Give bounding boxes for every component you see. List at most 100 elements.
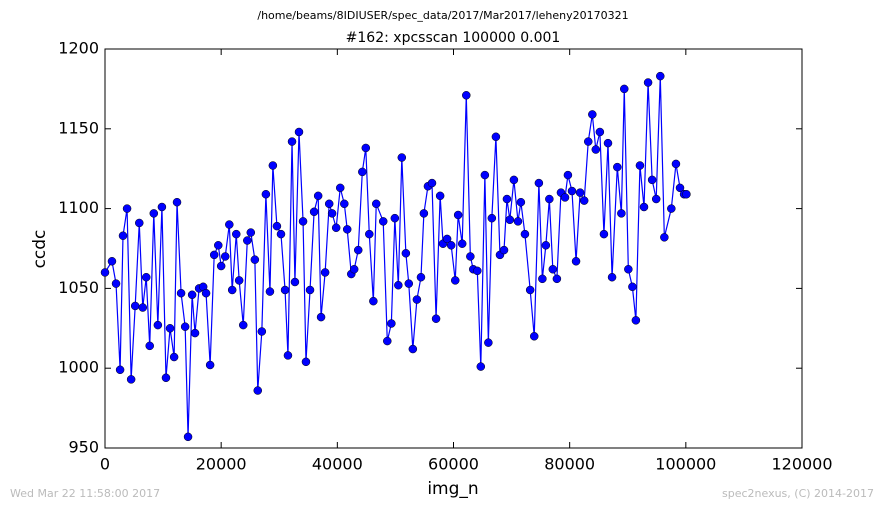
- y-tick-label: 1000: [58, 358, 99, 377]
- data-point: [462, 91, 471, 100]
- data-point: [620, 84, 629, 94]
- data-point: [225, 220, 234, 229]
- data-point: [675, 183, 685, 193]
- data-point: [502, 194, 512, 204]
- data-point: [234, 276, 244, 285]
- data-point: [595, 127, 605, 137]
- data-point: [624, 264, 633, 274]
- y-axis-label: ccdc: [30, 230, 50, 269]
- data-point: [305, 285, 315, 295]
- data-point: [647, 175, 657, 185]
- data-point: [545, 194, 554, 204]
- data-point: [575, 188, 585, 197]
- data-point: [491, 132, 501, 142]
- data-point: [157, 202, 167, 212]
- data-point: [390, 213, 400, 223]
- data-point: [404, 279, 414, 288]
- data-point: [552, 274, 562, 284]
- data-point: [130, 301, 140, 311]
- data-point: [145, 341, 154, 351]
- data-point: [484, 338, 493, 347]
- data-point: [287, 137, 297, 146]
- data-point: [232, 229, 241, 239]
- data-point: [107, 257, 117, 266]
- data-point: [383, 336, 392, 346]
- x-tick-label: 60000: [428, 455, 479, 474]
- footer-date: Wed Mar 22 11:58:00 2017: [10, 487, 160, 500]
- data-point: [567, 186, 577, 196]
- x-axis-label: img_n: [427, 479, 478, 499]
- data-point: [499, 245, 509, 255]
- data-point: [419, 209, 429, 218]
- data-point: [227, 285, 237, 295]
- data-point: [584, 137, 593, 146]
- data-point: [161, 373, 171, 383]
- data-point: [651, 194, 661, 204]
- data-point: [340, 199, 349, 209]
- footer-credit: spec2nexus, (C) 2014-2017: [722, 487, 874, 500]
- data-point: [563, 170, 573, 180]
- data-point: [639, 202, 649, 212]
- data-point: [529, 332, 539, 341]
- data-point: [607, 272, 617, 282]
- data-point: [153, 320, 163, 330]
- data-point: [682, 189, 691, 199]
- data-point: [335, 183, 345, 193]
- data-point: [122, 204, 132, 213]
- data-point: [176, 288, 186, 298]
- data-point: [201, 288, 211, 298]
- data-point: [268, 161, 278, 170]
- data-point: [369, 296, 378, 306]
- data-point: [450, 276, 460, 285]
- data-point: [387, 319, 396, 328]
- data-point: [320, 268, 330, 277]
- data-point: [520, 229, 530, 239]
- data-point: [309, 207, 319, 217]
- data-point: [408, 344, 418, 354]
- data-point: [416, 272, 426, 282]
- data-point: [209, 250, 219, 260]
- data-point: [427, 178, 437, 188]
- data-point: [361, 143, 371, 153]
- chart-header: /home/beams/8IDIUSER/spec_data/2017/Mar2…: [257, 9, 628, 22]
- data-point: [588, 110, 597, 119]
- data-point: [349, 264, 359, 274]
- data-point: [250, 255, 260, 264]
- data-point: [261, 189, 271, 199]
- data-point: [365, 229, 374, 239]
- data-point: [534, 178, 544, 188]
- data-point: [378, 217, 388, 226]
- data-point: [613, 162, 622, 172]
- data-point: [358, 167, 367, 177]
- data-point: [401, 249, 411, 258]
- data-point: [548, 264, 558, 274]
- data-point: [327, 209, 337, 218]
- x-tick-label: 100000: [655, 455, 716, 474]
- y-tick-label: 1150: [58, 118, 99, 137]
- data-point: [165, 324, 175, 333]
- data-point: [635, 161, 645, 170]
- data-point: [628, 282, 637, 292]
- data-point: [141, 272, 151, 282]
- data-point: [301, 357, 311, 367]
- data-point: [603, 138, 613, 148]
- data-point: [457, 239, 467, 248]
- data-point: [246, 228, 256, 237]
- data-point: [560, 193, 570, 202]
- data-point: [187, 290, 197, 300]
- data-point: [298, 217, 308, 226]
- data-point: [138, 303, 148, 312]
- x-tick-label: 20000: [196, 455, 247, 474]
- data-point: [353, 245, 363, 255]
- data-point: [238, 320, 248, 330]
- data-point: [126, 375, 136, 384]
- data-point: [466, 252, 475, 261]
- data-point: [290, 277, 300, 287]
- data-point: [643, 78, 653, 87]
- x-tick-label: 120000: [771, 455, 832, 474]
- y-tick-label: 1050: [58, 278, 99, 297]
- data-point: [272, 221, 282, 231]
- data-point: [631, 316, 641, 325]
- data-point: [216, 261, 226, 271]
